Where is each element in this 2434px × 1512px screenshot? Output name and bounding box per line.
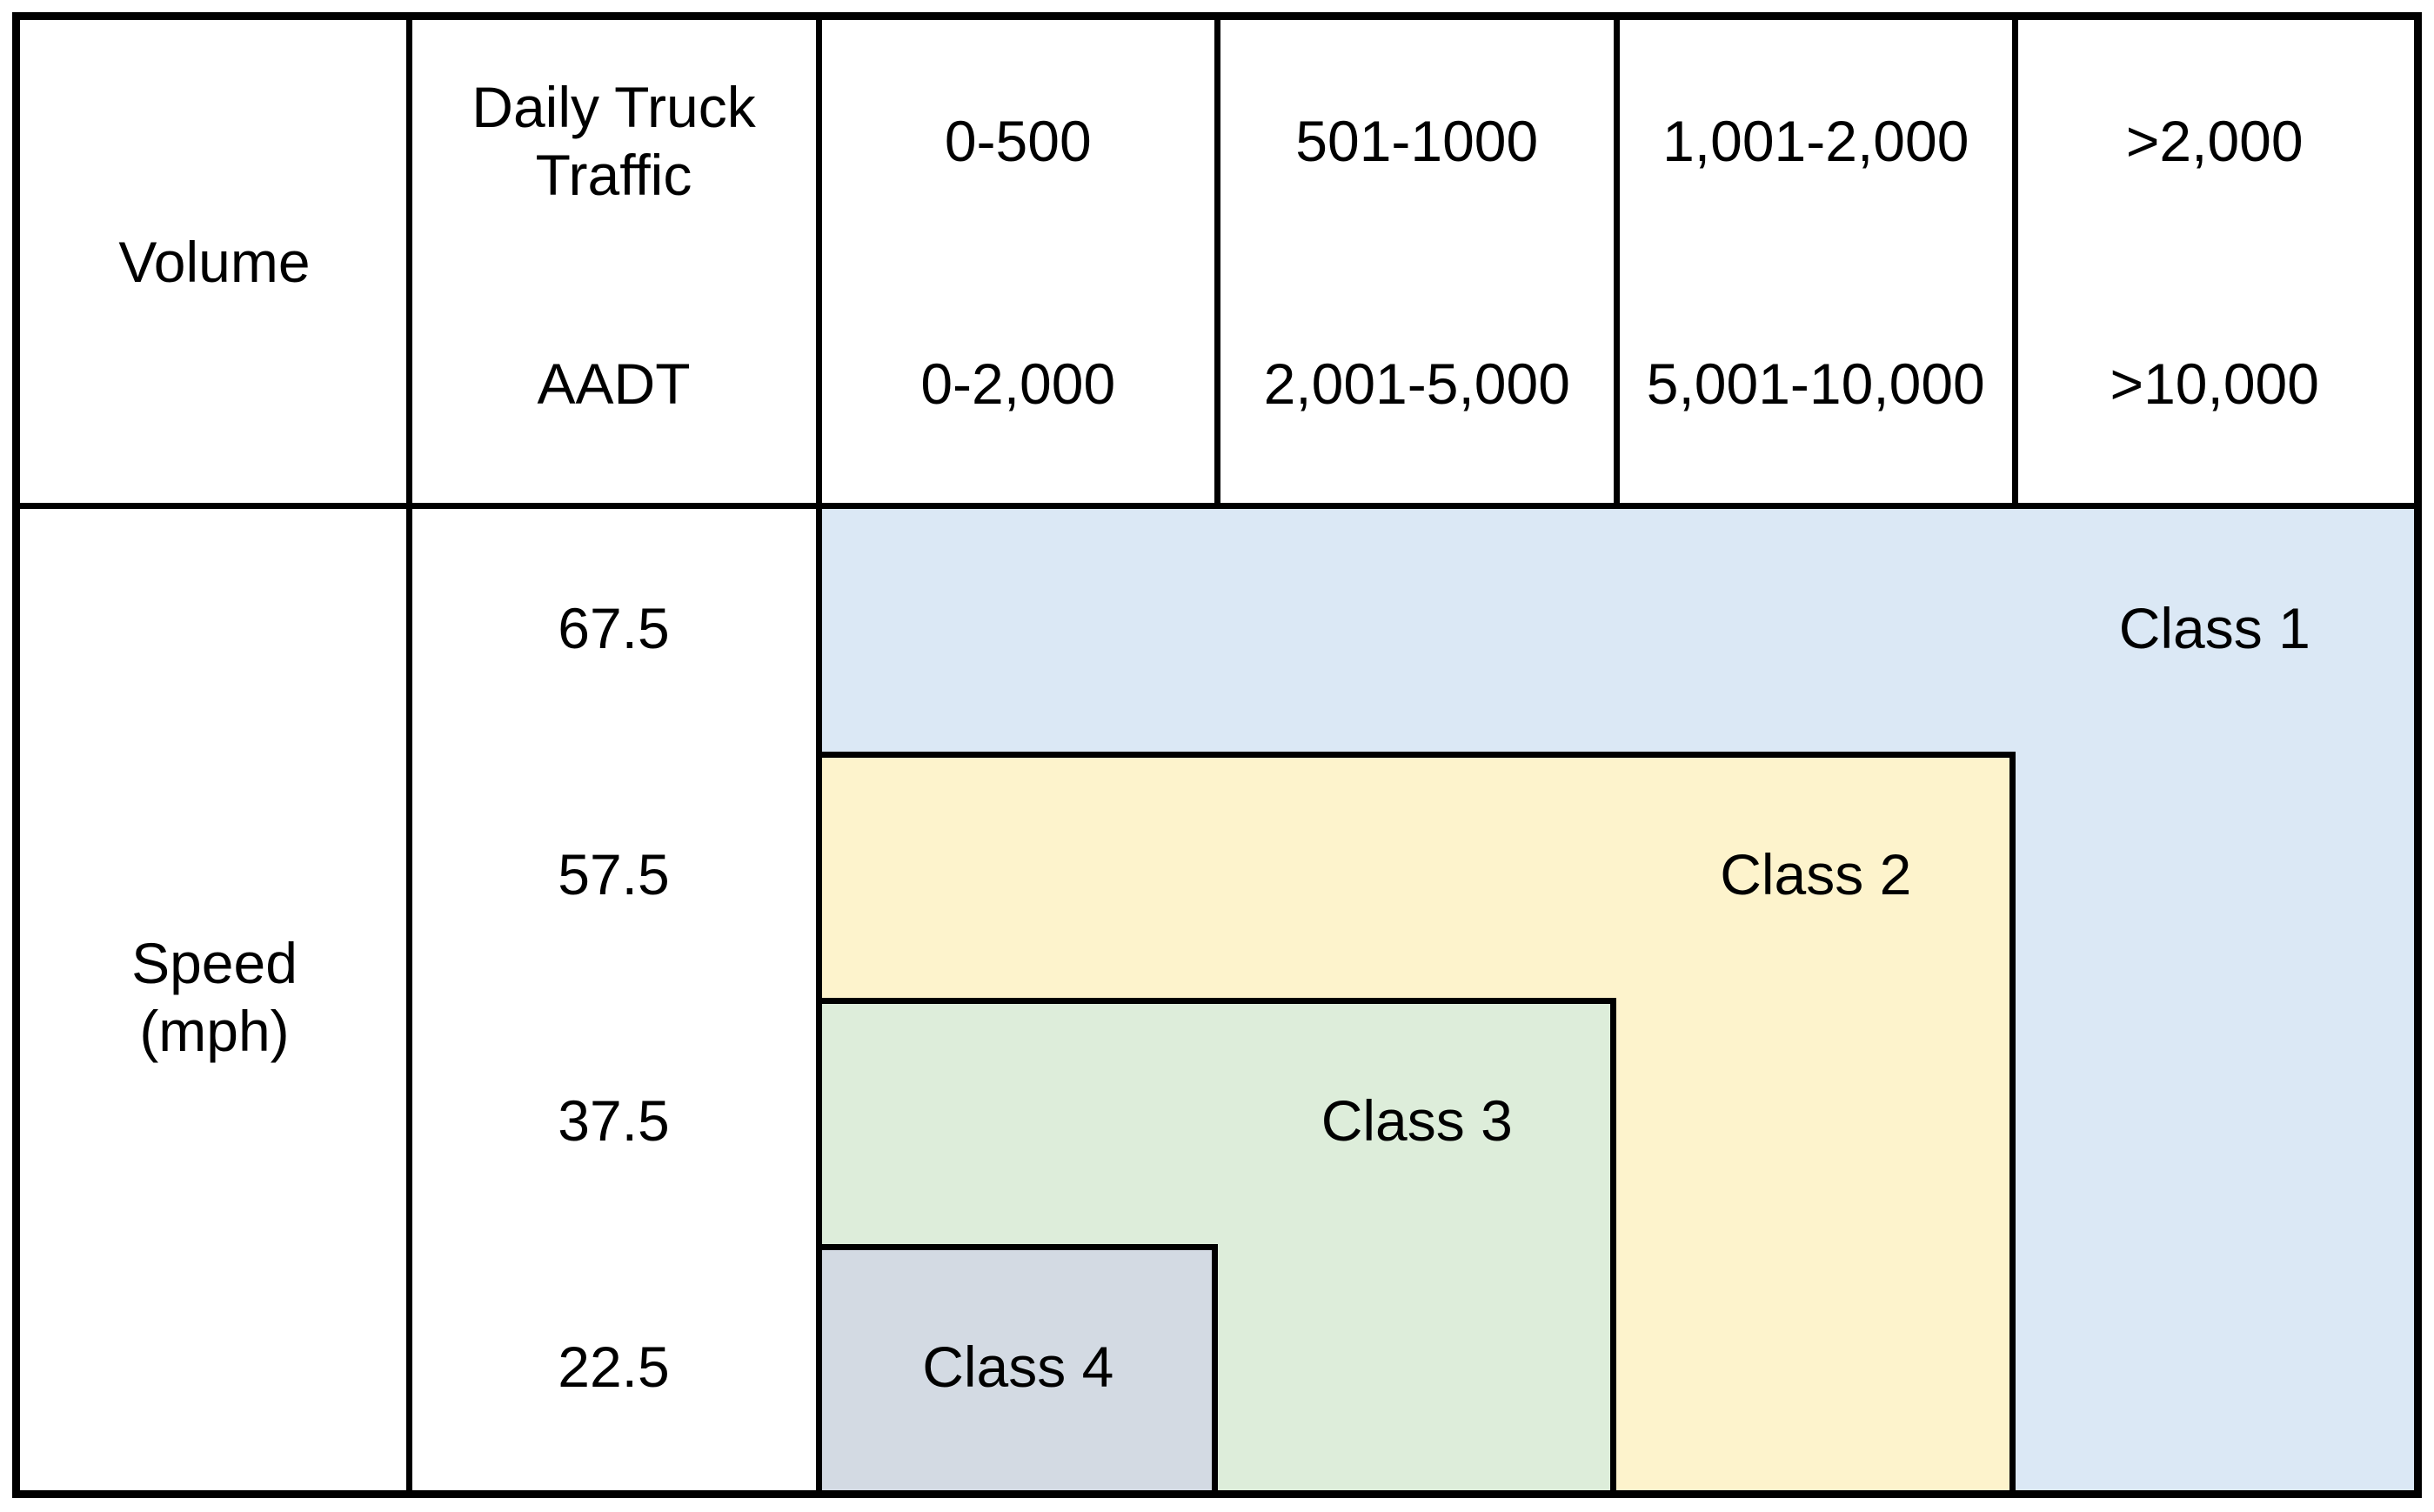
class-1-label: Class 1 — [2118, 595, 2310, 660]
class-1-label-cell: Class 1 — [2016, 505, 2415, 752]
volume-axis-cell: Volume — [20, 20, 409, 505]
volume-range-header-cell-2: 501-1000 2,001-5,000 — [1218, 20, 1617, 505]
speed-value-2: 57.5 — [558, 841, 670, 907]
class-3-label: Class 3 — [1321, 1087, 1513, 1153]
truck-range-1: 0-500 — [944, 108, 1092, 173]
speed-axis-label: Speed (mph) — [131, 931, 298, 1063]
speed-value-3: 37.5 — [558, 1087, 670, 1153]
header-column-divider-line-1 — [1214, 20, 1220, 505]
speed-axis-cell: Speed (mph) — [20, 505, 409, 1490]
truck-range-area-1: 0-500 — [819, 20, 1218, 263]
truck-range-2: 501-1000 — [1295, 108, 1539, 173]
class-2-label: Class 2 — [1720, 841, 1912, 907]
truck-range-area-3: 1,001-2,000 — [1616, 20, 2016, 263]
traffic-metric-header-cell: Daily Truck Traffic AADT — [409, 20, 819, 505]
volume-range-header-cell-4: >2,000 >10,000 — [2016, 20, 2415, 505]
aadt-range-area-4: >10,000 — [2016, 263, 2415, 505]
header-column-divider-line-3 — [2012, 20, 2018, 505]
truck-range-3: 1,001-2,000 — [1662, 108, 1969, 173]
values-column-divider-line — [815, 20, 822, 1490]
volume-axis-label: Volume — [118, 230, 311, 295]
truck-range-area-2: 501-1000 — [1218, 20, 1617, 263]
aadt-range-area-2: 2,001-5,000 — [1218, 263, 1617, 505]
class-4-label-cell: Class 4 — [819, 1244, 1218, 1490]
aadt-range-area-1: 0-2,000 — [819, 263, 1218, 505]
class-2-label-cell: Class 2 — [1616, 752, 2016, 998]
speed-value-cell-4: 22.5 — [409, 1244, 819, 1490]
class-4-region — [819, 1244, 1218, 1490]
header-column-divider-line-2 — [1613, 20, 1620, 505]
speed-value-cell-3: 37.5 — [409, 998, 819, 1244]
truck-range-area-4: >2,000 — [2016, 20, 2415, 263]
volume-column-divider-line — [405, 20, 412, 1490]
class-3-label-cell: Class 3 — [1218, 998, 1617, 1244]
speed-value-4: 22.5 — [558, 1334, 670, 1399]
table-frame: Volume Daily Truck Traffic AADT 0-500 0-… — [12, 12, 2422, 1498]
volume-range-header-cell-1: 0-500 0-2,000 — [819, 20, 1218, 505]
daily-truck-traffic-row-label-area: Daily Truck Traffic — [409, 20, 819, 263]
aadt-range-area-3: 5,001-10,000 — [1616, 263, 2016, 505]
aadt-range-2: 2,001-5,000 — [1263, 351, 1570, 416]
speed-value-1: 67.5 — [558, 595, 670, 660]
truck-range-4: >2,000 — [2125, 108, 2304, 173]
volume-range-header-cell-3: 1,001-2,000 5,001-10,000 — [1616, 20, 2016, 505]
class-4-label: Class 4 — [922, 1334, 1114, 1399]
aadt-range-4: >10,000 — [2110, 351, 2319, 416]
aadt-label: AADT — [537, 351, 691, 416]
aadt-row-label-area: AADT — [409, 263, 819, 505]
speed-value-cell-1: 67.5 — [409, 505, 819, 752]
daily-truck-traffic-label: Daily Truck Traffic — [471, 74, 756, 207]
aadt-range-1: 0-2,000 — [920, 351, 1116, 416]
aadt-range-3: 5,001-10,000 — [1646, 351, 1985, 416]
header-body-divider-line — [20, 502, 2414, 509]
speed-value-cell-2: 57.5 — [409, 752, 819, 998]
